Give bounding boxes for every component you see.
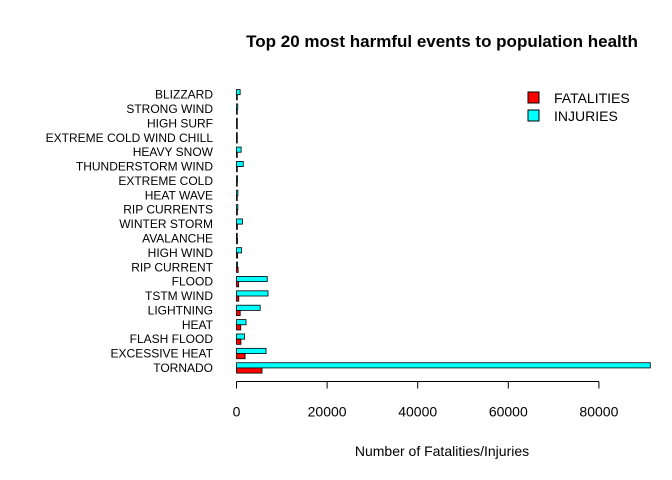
legend-swatch-fatalities: [527, 91, 540, 104]
x-tick-label: 80000: [579, 404, 618, 420]
bar-fatalities: [236, 295, 240, 302]
bar-injuries: [236, 304, 261, 311]
legend-swatch-injuries: [527, 109, 540, 122]
bar-fatalities: [236, 367, 263, 374]
bar-fatalities: [236, 281, 240, 288]
bar-fatalities: [236, 151, 238, 158]
legend-label-fatalities: FATALITIES: [554, 90, 630, 106]
bar-injuries: [236, 319, 247, 326]
category-label: THUNDERSTORM WIND: [76, 160, 213, 174]
bar-injuries: [236, 218, 243, 225]
x-tick-label: 60000: [489, 404, 528, 420]
category-label: TORNADO: [153, 361, 213, 375]
bar-fatalities: [236, 338, 242, 345]
x-tick-label: 0: [233, 404, 241, 420]
bar-injuries: [236, 204, 239, 211]
bar-fatalities: [236, 324, 242, 331]
bar-injuries: [236, 189, 239, 196]
bar-injuries: [236, 333, 245, 340]
x-axis: 0 20000 40000 60000 80000: [233, 381, 619, 420]
category-label: HEAT WAVE: [145, 188, 213, 202]
bar-injuries: [236, 89, 241, 96]
category-label: FLASH FLOOD: [130, 332, 214, 346]
category-label: HEAT: [182, 318, 214, 332]
bar-fatalities: [236, 223, 238, 230]
x-tick-label: 40000: [398, 404, 437, 420]
bar-injuries: [236, 160, 244, 167]
bar-injuries: [236, 276, 268, 283]
category-label: EXCESSIVE HEAT: [111, 347, 214, 361]
category-label: HIGH WIND: [148, 246, 214, 260]
legend-label-injuries: INJURIES: [554, 108, 618, 124]
category-label: EXTREME COLD: [118, 174, 213, 188]
bar-injuries: [236, 247, 243, 254]
chart-title: Top 20 most harmful events to population…: [246, 32, 638, 51]
bar-fatalities: [236, 266, 239, 273]
bar-injuries: [236, 290, 269, 297]
category-label: RIP CURRENT: [131, 260, 213, 274]
category-label: EXTREME COLD WIND CHILL: [46, 131, 214, 145]
bar-injuries: [236, 117, 238, 124]
bar-fatalities: [236, 353, 246, 360]
bar-injuries: [236, 362, 651, 369]
bar-fatalities: [236, 194, 238, 201]
category-label: WINTER STORM: [119, 217, 213, 231]
bar-fatalities: [236, 180, 238, 187]
x-axis-label: Number of Fatalities/Injuries: [355, 443, 529, 459]
bar-fatalities: [236, 137, 238, 144]
bar-fatalities: [236, 238, 238, 245]
category-label: TSTM WIND: [145, 289, 213, 303]
bar-fatalities: [236, 123, 238, 130]
bar-injuries: [236, 347, 267, 354]
bar-injuries: [236, 232, 238, 239]
bar-fatalities: [236, 108, 238, 115]
bar-fatalities: [236, 166, 238, 173]
category-label: FLOOD: [172, 275, 214, 289]
category-label: STRONG WIND: [126, 102, 213, 116]
category-label: AVALANCHE: [142, 232, 213, 246]
bar-fatalities: [236, 209, 238, 216]
bar-injuries: [236, 175, 238, 182]
category-label: HIGH SURF: [147, 116, 213, 130]
bar-injuries: [236, 103, 239, 110]
bar-injuries: [236, 146, 242, 153]
category-label: HEAVY SNOW: [133, 145, 214, 159]
category-label: LIGHTNING: [148, 303, 213, 317]
x-tick-label: 20000: [308, 404, 347, 420]
bar-injuries: [236, 132, 238, 139]
category-label: RIP CURRENTS: [123, 203, 213, 217]
bar-fatalities: [236, 94, 238, 101]
category-label: BLIZZARD: [155, 88, 213, 102]
bar-fatalities: [236, 309, 241, 316]
bar-fatalities: [236, 252, 239, 259]
bars-group: [236, 89, 651, 374]
bar-injuries: [236, 261, 238, 268]
legend: FATALITIES INJURIES: [527, 90, 630, 124]
